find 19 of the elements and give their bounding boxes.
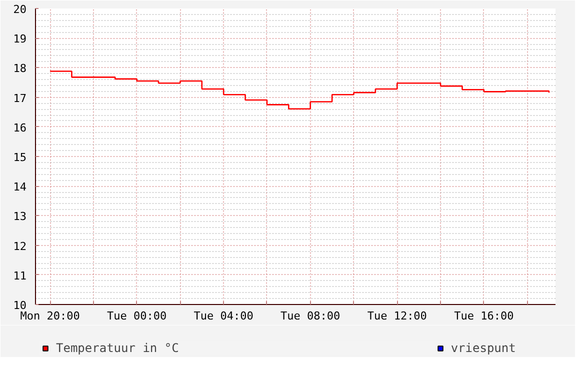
y-tick-label: 14 (13, 180, 27, 194)
y-tick-label: 13 (13, 210, 27, 224)
x-tick-label: Tue 08:00 (280, 310, 340, 322)
x-tick-label: Tue 00:00 (107, 310, 167, 322)
y-tick-label: 16 (13, 121, 27, 134)
y-tick-label: 20 (13, 3, 27, 16)
y-tick-label: 15 (13, 151, 27, 164)
x-tick-label: Mon 20:00 (20, 310, 80, 322)
x-tick-label: Tue 04:00 (194, 310, 254, 322)
y-tick-label: 12 (13, 240, 27, 253)
x-tick-label: Tue 12:00 (367, 310, 427, 322)
y-tick-label: 17 (13, 92, 27, 105)
y-tick-label: 19 (13, 32, 27, 46)
y-tick-label: 11 (13, 269, 27, 282)
x-tick-label: Tue 16:00 (454, 310, 514, 322)
legend-label: Temperatuur in °C (56, 341, 179, 355)
y-tick-label: 10 (13, 299, 27, 312)
legend-label: vriespunt (450, 341, 516, 355)
y-tick-label: 18 (13, 62, 27, 76)
